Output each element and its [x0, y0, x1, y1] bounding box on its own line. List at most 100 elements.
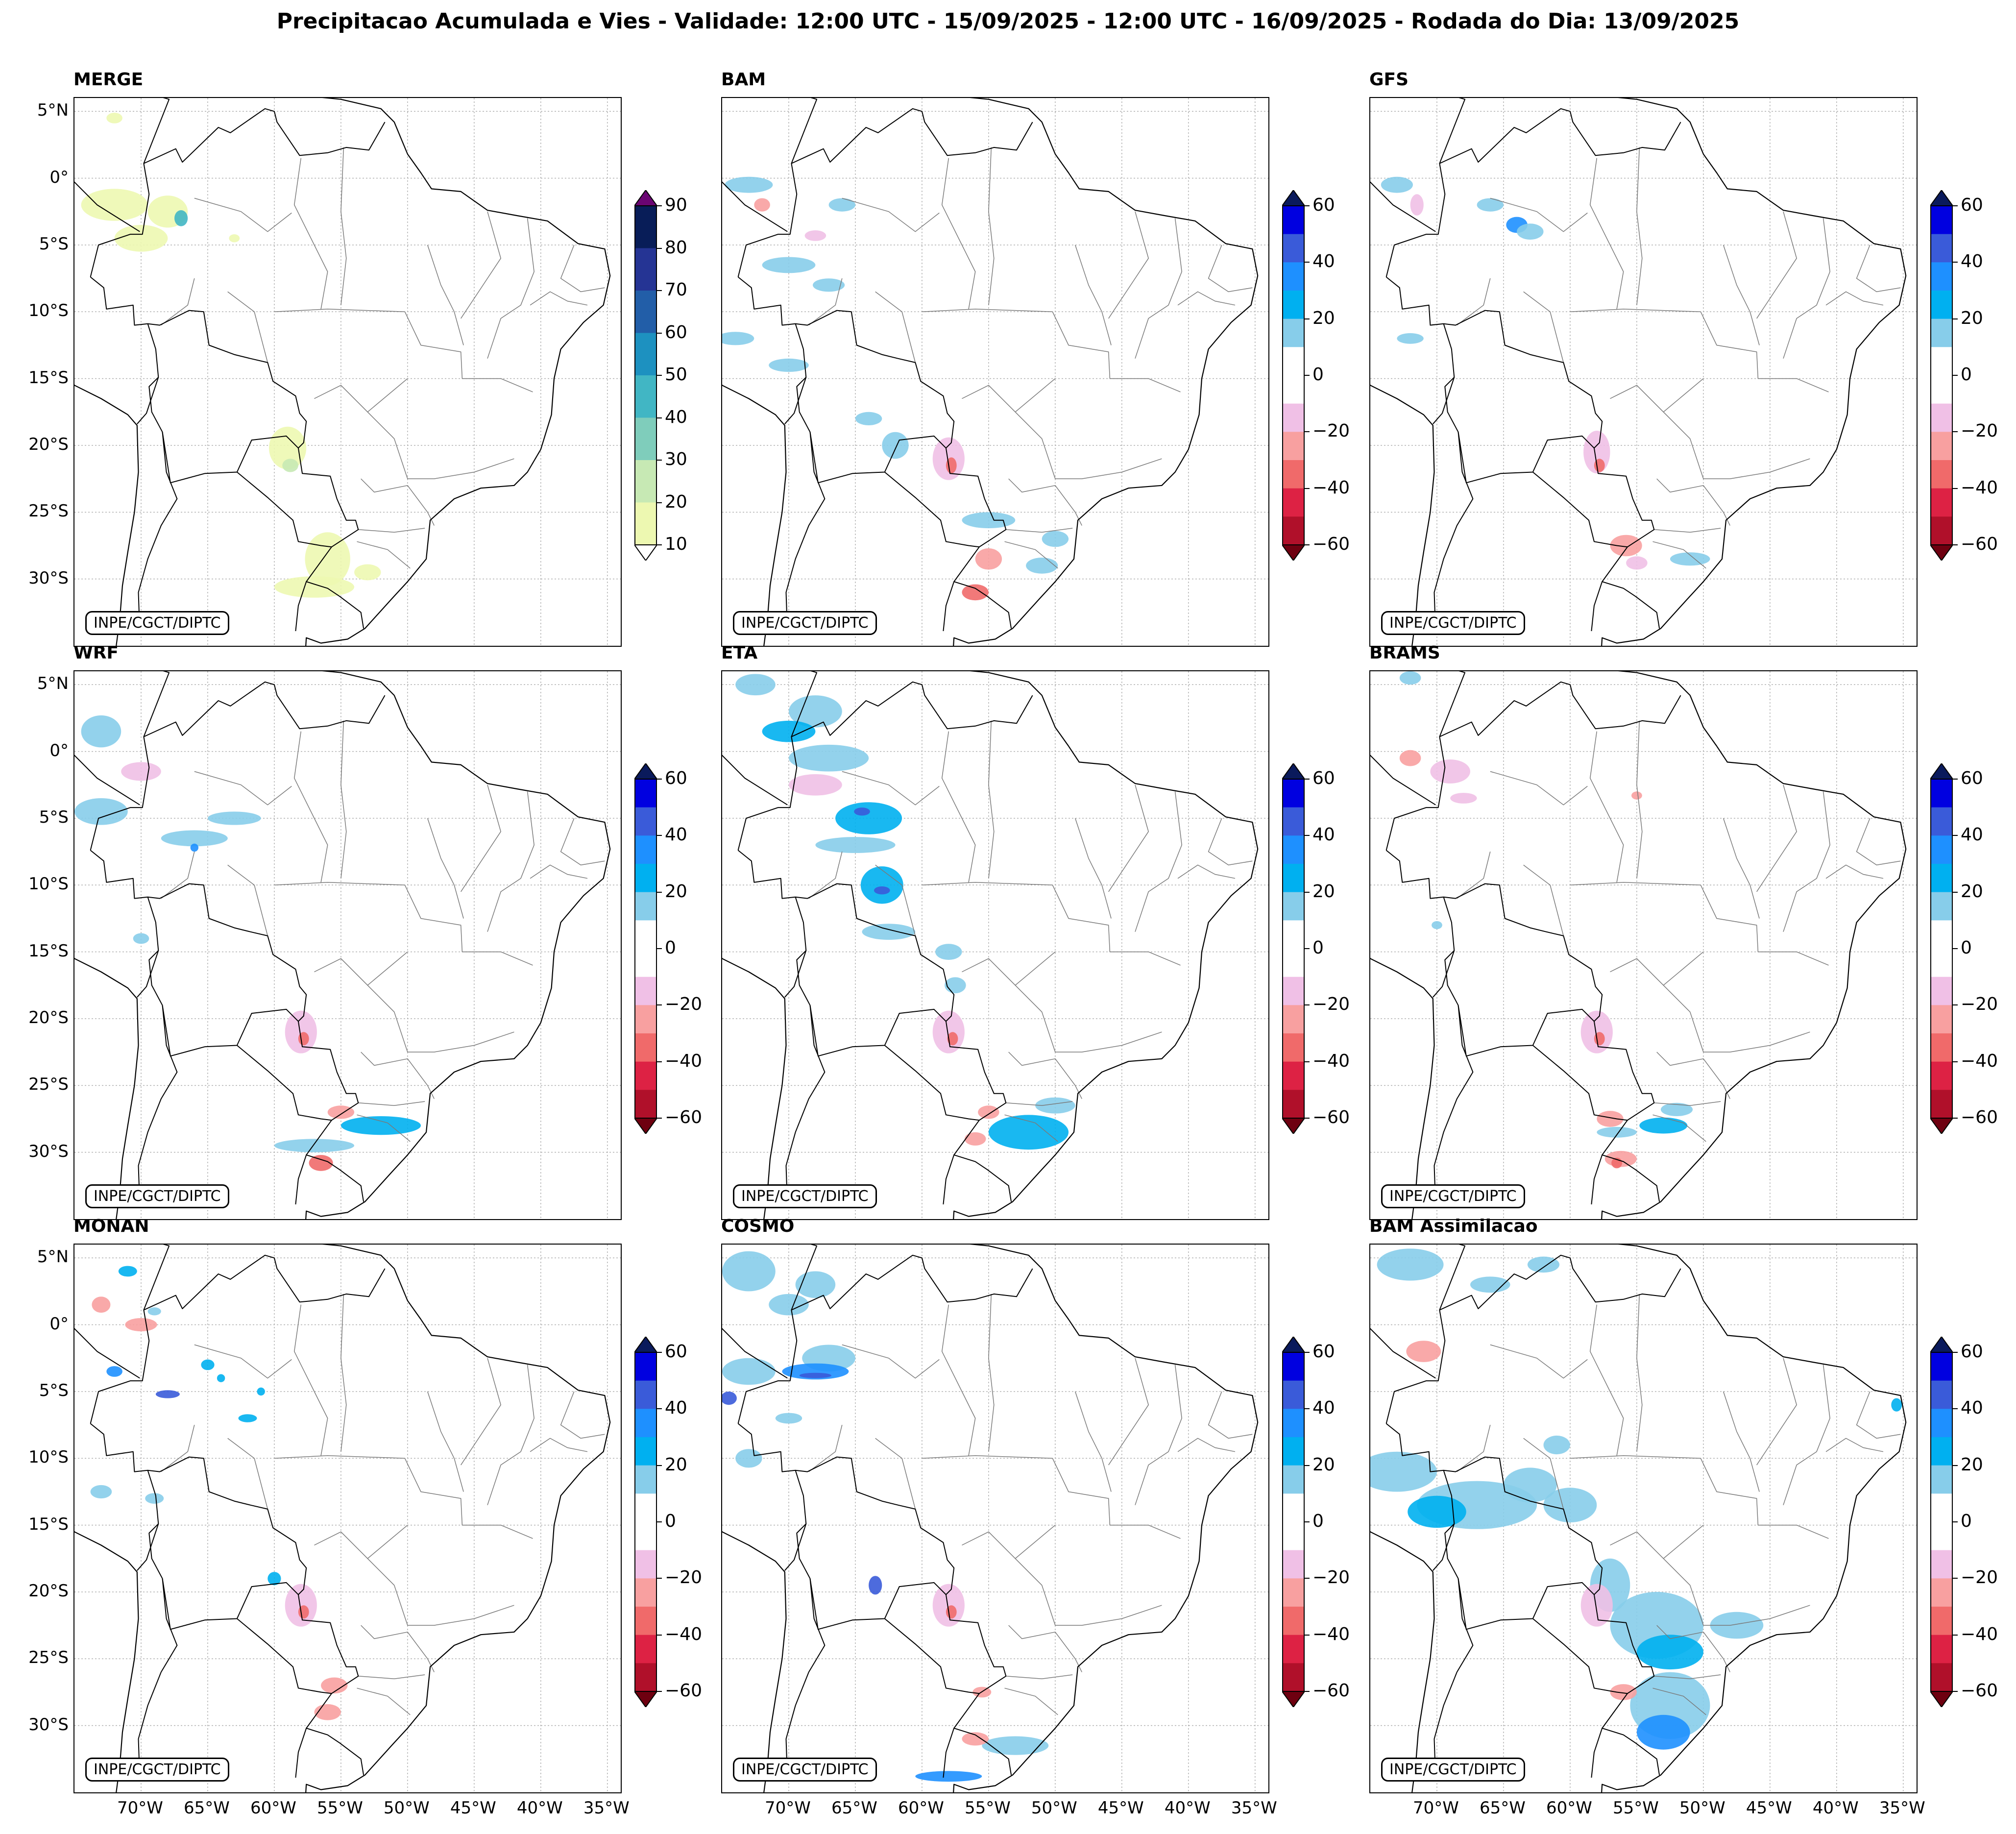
colorbar-segment	[1930, 1380, 1953, 1409]
colorbar-segment	[1930, 347, 1953, 376]
colorbar-tick-mark	[1305, 1061, 1310, 1062]
state-border	[1652, 1114, 1706, 1142]
colorbar-segment	[1930, 291, 1953, 319]
coastline-pacific	[722, 384, 787, 646]
country-border	[1433, 432, 1474, 633]
country-border	[1443, 1470, 1595, 1630]
country-border	[785, 1005, 826, 1206]
colorbar-segment	[634, 977, 657, 1005]
state-border	[358, 1101, 425, 1106]
colorbar-tick-label: −60	[1961, 1681, 1998, 1701]
colorbar-tick-label: −20	[1312, 421, 1350, 441]
lat-tick-label: 15°S	[28, 1514, 69, 1534]
country-border	[237, 1045, 332, 1121]
colorbar-tick-label: 20	[1312, 308, 1335, 328]
state-border	[161, 1424, 195, 1472]
colorbar-segment	[1282, 488, 1305, 517]
colorbar-extend-min	[1281, 544, 1306, 562]
state-border	[274, 1455, 533, 1539]
panel-title-monan: MONAN	[73, 1216, 149, 1236]
state-border	[1208, 245, 1253, 293]
state-border	[1723, 245, 1760, 345]
coastline-pacific	[1370, 1531, 1435, 1792]
colorbar-tick-label: −60	[1312, 1107, 1350, 1127]
state-border	[367, 952, 514, 1052]
field-contour	[340, 1116, 421, 1135]
state-border	[361, 1051, 435, 1099]
field-contour	[860, 866, 903, 904]
state-border	[194, 197, 292, 232]
state-border	[487, 791, 534, 932]
colorbar-tick-label: 20	[1961, 1454, 1983, 1475]
coastline-pacific	[74, 384, 139, 646]
map-canvas	[722, 1245, 1268, 1792]
colorbar-segment	[1282, 1550, 1305, 1579]
colorbar-tick-mark	[1305, 1578, 1310, 1579]
state-border	[1523, 1438, 1564, 1510]
colorbar-tick-mark	[657, 835, 662, 836]
state-border	[1656, 478, 1730, 526]
credit-label: INPE/CGCT/DIPTC	[1381, 611, 1525, 635]
lat-tick-label: 30°S	[28, 1141, 69, 1161]
field-contour	[90, 1485, 112, 1499]
colorbar-extend-max	[1929, 762, 1954, 780]
panel-title-wrf: WRF	[73, 643, 119, 663]
colorbar-segment	[1930, 403, 1953, 432]
colorbar-tick-mark	[1305, 1352, 1310, 1353]
colorbar-tick-label: −40	[1961, 1051, 1998, 1071]
state-border	[530, 291, 588, 306]
colorbar-segment	[1282, 1635, 1305, 1663]
state-border	[1074, 818, 1112, 919]
colorbar-tick-label: −60	[1312, 534, 1350, 554]
state-border	[361, 478, 435, 526]
colorbar-extend-min	[1929, 544, 1954, 562]
colorbar-segment	[1282, 835, 1305, 864]
colorbar-tick-label: −20	[665, 994, 702, 1015]
colorbar-outline	[1282, 205, 1305, 545]
colorbar-segment	[634, 1090, 657, 1119]
colorbar-segment	[1930, 262, 1953, 291]
state-border	[1457, 1424, 1491, 1472]
colorbar-tick-mark	[657, 1004, 662, 1006]
state-border	[357, 1687, 411, 1715]
state-border	[340, 147, 347, 305]
colorbar-tick-mark	[1953, 835, 1958, 836]
colorbar-segment	[1930, 516, 1953, 545]
field-contour	[274, 576, 355, 598]
colorbar-tick-label: 0	[1961, 938, 1972, 958]
field-contour	[285, 1010, 317, 1053]
state-border	[1108, 1358, 1149, 1466]
lat-tick-label: 10°S	[28, 301, 69, 321]
colorbar-segment	[634, 1061, 657, 1090]
colorbar-tick-label: 60	[1312, 768, 1335, 788]
field-contour	[762, 720, 816, 742]
colorbar-bam-assimilacao	[1929, 1336, 1954, 1708]
colorbar-wrf	[633, 762, 658, 1135]
state-border	[1636, 147, 1643, 305]
field-contour	[722, 1392, 737, 1405]
field-contour	[964, 1132, 986, 1146]
country-border	[1433, 1578, 1474, 1779]
state-border	[1654, 528, 1721, 533]
field-contour	[769, 358, 809, 372]
field-contour	[946, 457, 957, 474]
coastline-pacific	[1370, 957, 1435, 1219]
country-border	[1532, 471, 1628, 548]
country-border	[1439, 1245, 1466, 1310]
colorbar-tick-label: −40	[665, 1624, 702, 1644]
colorbar-segment	[1930, 1607, 1953, 1636]
field-contour	[795, 1271, 836, 1298]
colorbar-segment	[634, 502, 657, 545]
colorbar-tick-mark	[657, 502, 662, 503]
country-border	[884, 1618, 980, 1694]
colorbar-tick-label: 40	[1312, 251, 1335, 272]
state-border	[1523, 291, 1564, 363]
colorbar-tick-mark	[657, 205, 662, 206]
colorbar-segment	[634, 892, 657, 921]
colorbar-tick-label: −60	[665, 1107, 702, 1127]
field-contour	[789, 744, 869, 772]
field-contour	[121, 762, 161, 781]
colorbar-tick-mark	[1953, 1061, 1958, 1062]
colorbar-segment	[1930, 920, 1953, 949]
country-border	[143, 98, 170, 164]
